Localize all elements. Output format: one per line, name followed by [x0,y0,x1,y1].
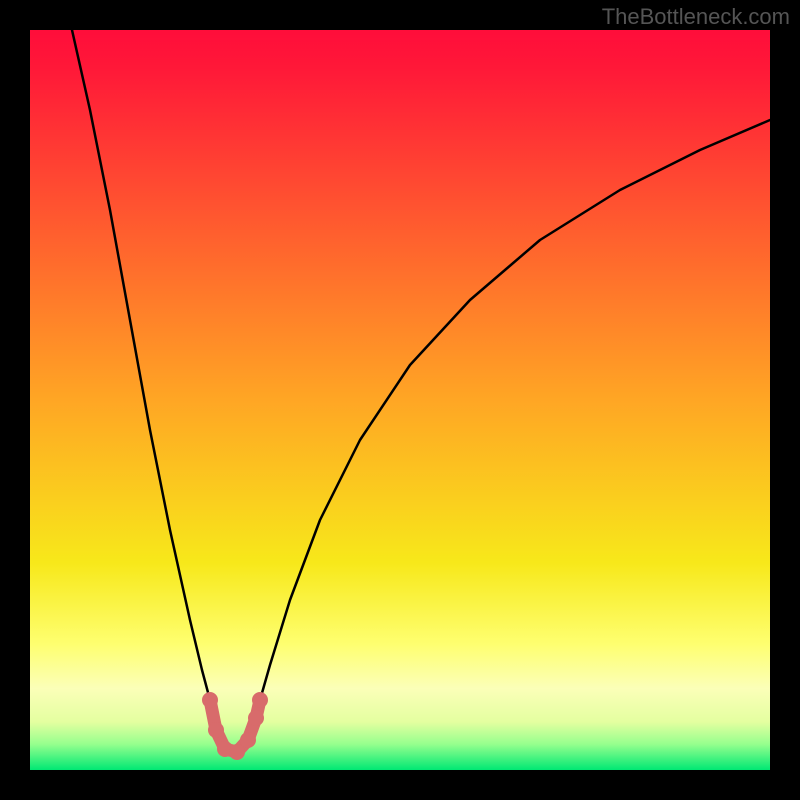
watermark-text: TheBottleneck.com [602,4,790,30]
chart-container: TheBottleneck.com [0,0,800,800]
bottleneck-chart [0,0,800,800]
